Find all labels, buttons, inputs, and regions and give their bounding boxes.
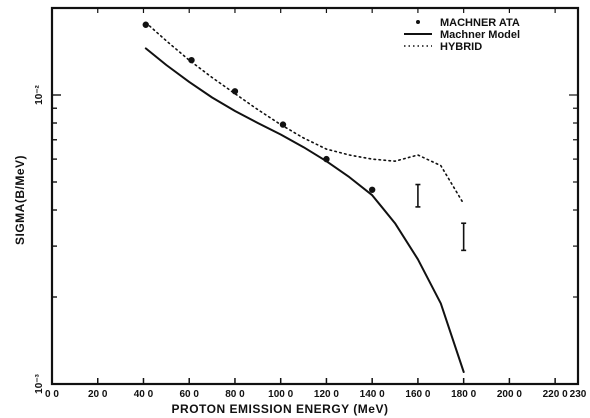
series-line-hybrid [145,21,465,205]
x-tick-label: 220 0 [543,389,568,400]
x-tick-label: 40 0 [134,389,154,400]
x-tick-label: 120 0 [314,389,339,400]
legend-label: HYBRID [440,41,482,53]
x-tick-label: 160 0 [405,389,430,400]
y-tick-label: 10⁻² [34,84,45,104]
legend-label: MACHNER ATA [440,17,520,29]
axes-layer: 0 0 20 0 40 0 60 0 80 0 100 0 120 0 140 0 160 0 1… [34,6,587,400]
data-point [231,88,239,95]
x-tick-label: 60 0 [179,389,199,400]
data-point [368,186,376,193]
y-axis-title: SIGMA(B/MeV) [13,155,27,245]
data-point [188,56,195,64]
plot-frame [50,6,580,386]
series-layer [142,21,467,373]
x-tick-label: 100 0 [268,389,293,400]
x-tick-label: 230 [570,389,587,400]
x-tick-label: 80 0 [225,389,245,400]
x-tick-label: 140 0 [360,389,385,400]
x-tick-label: 0 0 [45,389,59,400]
x-axis-title: PROTON EMISSION ENERGY (MeV) [172,402,389,416]
y-tick-label: 10⁻³ [34,373,45,393]
data-point [279,121,287,128]
x-tick-label: 20 0 [88,389,108,400]
x-tick-label: 180 0 [451,389,476,400]
x-tick-label: 200 0 [497,389,522,400]
legend-marker [416,20,420,24]
legend-label: Machner Model [440,29,520,41]
series-line-model [144,47,465,373]
